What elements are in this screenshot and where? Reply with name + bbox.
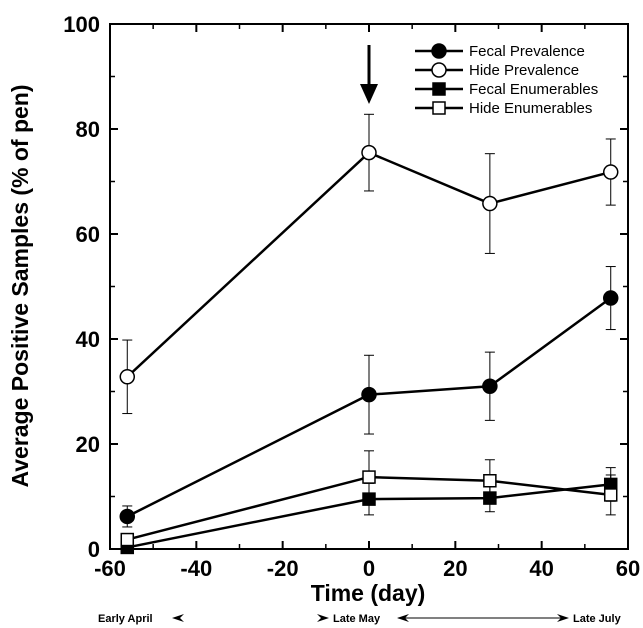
- x-tick-label: -20: [267, 556, 299, 581]
- legend-marker: [431, 62, 447, 78]
- y-tick-label: 80: [76, 117, 100, 142]
- x-axis-ticks: -60 -40 -20 0 20 40 60: [94, 24, 640, 581]
- data-point: [361, 144, 377, 161]
- data-point: [119, 369, 136, 385]
- x-tick-label: 40: [529, 556, 553, 581]
- x-tick-label: -40: [180, 556, 212, 581]
- x-axis-title: Time (day): [311, 580, 426, 606]
- series-line: [126, 151, 612, 378]
- data-point: [602, 290, 619, 306]
- period-label-late-july: Late July: [573, 613, 622, 625]
- data-point: [483, 474, 497, 488]
- period-axis: Early April Late May Late July: [98, 613, 622, 625]
- y-tick-label: 40: [76, 327, 100, 352]
- data-point: [361, 386, 377, 403]
- series-line: [126, 475, 611, 541]
- legend-label: Hide Enumerables: [469, 100, 592, 117]
- series-markers-hide-prevalence: [119, 144, 619, 385]
- period-label-late-may: Late May: [333, 613, 381, 625]
- series-layer: [119, 113, 619, 555]
- series-line: [126, 297, 612, 518]
- legend-marker: [432, 101, 446, 115]
- y-tick-label: 100: [63, 12, 100, 37]
- series-line: [127, 483, 611, 549]
- series-markers-hide-enumerables: [120, 470, 618, 547]
- data-point: [362, 492, 376, 506]
- x-tick-label: 20: [443, 556, 467, 581]
- legend-marker: [432, 82, 446, 96]
- period-label-early-april: Early April: [98, 613, 153, 625]
- legend-label: Fecal Enumerables: [469, 81, 598, 98]
- data-point: [603, 488, 618, 502]
- legend-label: Hide Prevalence: [469, 62, 579, 79]
- x-tick-label: 60: [616, 556, 640, 581]
- period-arrow-left: [172, 614, 184, 622]
- legend-marker: [431, 43, 447, 59]
- event-arrow: [360, 45, 378, 104]
- period-arrow-right-2: [557, 614, 569, 622]
- y-tick-label: 0: [88, 537, 100, 562]
- y-axis-ticks: 0 20 40 60 80 100: [63, 12, 628, 562]
- period-arrow-left-2: [397, 614, 409, 622]
- data-point: [483, 491, 497, 505]
- y-tick-label: 60: [76, 222, 100, 247]
- data-point: [602, 164, 619, 180]
- y-axis-title: Average Positive Samples (% of pen): [7, 84, 33, 487]
- arrow-head: [360, 84, 378, 104]
- data-point: [482, 195, 498, 212]
- series-markers-fecal-enumerables: [120, 477, 618, 555]
- x-tick-label: 0: [363, 556, 375, 581]
- data-point: [119, 508, 136, 525]
- legend-label: Fecal Prevalence: [469, 43, 585, 60]
- data-point: [120, 532, 135, 547]
- legend: Fecal Prevalence Hide Prevalence Fecal Enu…: [415, 43, 598, 117]
- data-point: [482, 378, 498, 394]
- series-markers-fecal-prevalence: [119, 290, 619, 525]
- period-arrow-right-1: [317, 614, 329, 622]
- data-point: [362, 470, 376, 484]
- y-tick-label: 20: [76, 432, 100, 457]
- x-tick-label: -60: [94, 556, 126, 581]
